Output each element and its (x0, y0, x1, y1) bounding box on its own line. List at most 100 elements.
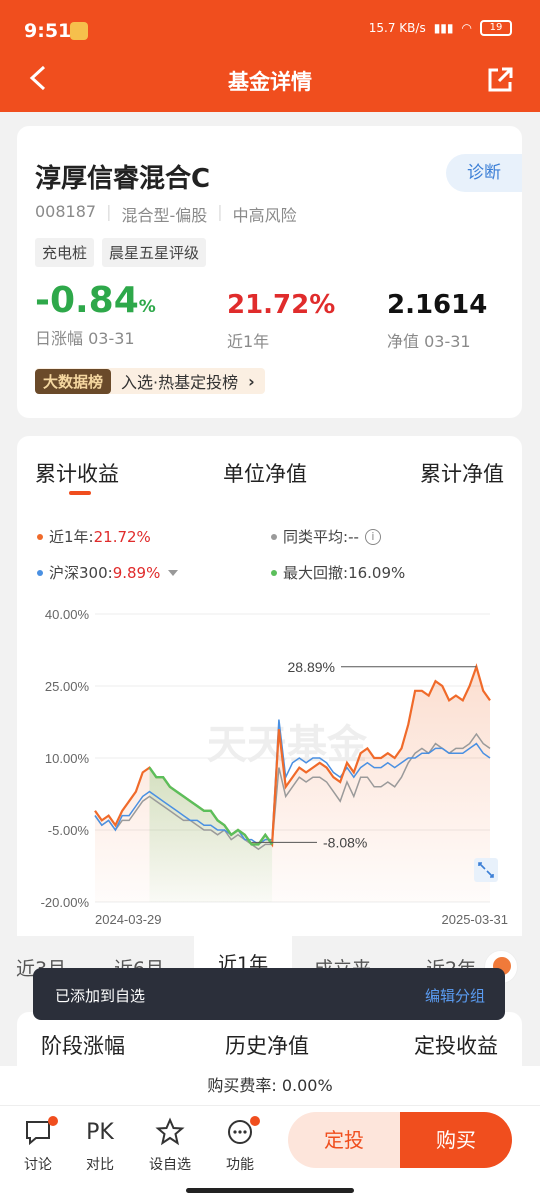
dingtou-button[interactable]: 定投 (288, 1112, 400, 1168)
year-return-stat: 21.72% 近1年 (227, 290, 335, 352)
daily-change-value: -0.84 (35, 280, 139, 321)
peer-line (94, 732, 491, 851)
tab-stage-gain[interactable]: 阶段涨幅 (41, 1034, 125, 1058)
bigdata-text: 入选·热基定投榜 (121, 373, 239, 392)
notification-dot (250, 1116, 260, 1126)
bigdata-badge: 大数据榜 (35, 368, 112, 394)
share-icon[interactable] (486, 66, 514, 94)
year-return-value: 21.72% (227, 290, 336, 320)
tab-unit-nav[interactable]: 单位净值 (223, 462, 307, 486)
fund-meta: 008187 | 混合型-偏股 | 中高风险 (35, 202, 297, 226)
divider: | (217, 202, 223, 221)
signal-icon: ▮▮▮ (433, 21, 454, 35)
drawdown-line (148, 766, 274, 846)
legend-fund-value: 21.72% (93, 527, 151, 546)
legend-peer: 同类平均: -- i (271, 526, 381, 547)
legend-index[interactable]: 沪深300: 9.89% (37, 562, 179, 583)
nav-label: 净值 03-31 (387, 332, 471, 351)
tag-rating[interactable]: 晨星五星评级 (102, 238, 207, 267)
legend-fund: 近1年: 21.72% (37, 526, 151, 547)
daily-change-unit: % (138, 297, 156, 317)
chat-icon (10, 1116, 66, 1148)
net-speed: 15.7 KB/s (368, 21, 426, 35)
drawdown-area (149, 767, 273, 902)
legend-drawdown-label: 最大回撤: (283, 564, 349, 582)
star-icon (142, 1116, 198, 1148)
pk-icon: PK (86, 1119, 114, 1145)
top-bar: 9:51 15.7 KB/s ▮▮▮ ◠ 19 基金详情 (0, 0, 540, 112)
tab-dingtou-return[interactable]: 定投收益 (414, 1034, 498, 1058)
legend-drawdown-value: 16.09% (348, 563, 406, 582)
x-tick-label: 2024-03-29 (95, 912, 162, 927)
discuss-label: 讨论 (24, 1157, 52, 1173)
status-time: 9:51 (24, 20, 72, 42)
function-button[interactable]: 功能 (212, 1116, 268, 1174)
return-chart[interactable]: 40.00% 25.00% 10.00% -5.00% -20.00% 2024-03-2… (17, 596, 522, 936)
page-title: 基金详情 (228, 70, 312, 94)
buy-button[interactable]: 购买 (400, 1112, 512, 1168)
info-icon[interactable]: i (364, 528, 381, 545)
legend-index-label: 沪深300: (49, 564, 113, 582)
max-annotation: 28.89% (288, 659, 335, 675)
drawdown-dot (271, 569, 277, 576)
compare-label: 对比 (86, 1157, 114, 1173)
chart-card: 累计收益 单位净值 累计净值 近1年: 21.72% 同类平均: -- i 沪深… (17, 436, 522, 936)
status-right: 15.7 KB/s ▮▮▮ ◠ 19 (369, 20, 512, 36)
legend-fund-label: 近1年: (49, 528, 94, 546)
index-line (94, 719, 491, 846)
daily-change-label: 日涨幅 03-31 (35, 329, 135, 348)
function-label: 功能 (226, 1157, 254, 1173)
divider: | (106, 202, 112, 221)
active-tab-indicator (69, 491, 91, 495)
year-return-label: 近1年 (227, 332, 270, 351)
daily-change-stat: -0.84% 日涨幅 03-31 (35, 280, 156, 349)
y-tick-label: 40.00% (45, 607, 90, 622)
min-annotation: -8.08% (323, 834, 367, 850)
fund-info-card: 淳厚信睿混合C 诊断 008187 | 混合型-偏股 | 中高风险 充电桩 晨星… (17, 126, 522, 418)
wifi-icon: ◠ (461, 21, 472, 35)
tab-history-nav[interactable]: 历史净值 (225, 1034, 309, 1058)
bottom-bar: 讨论 PK 对比 设自选 功能 定投 购买 (0, 1106, 540, 1200)
expand-icon[interactable] (474, 858, 498, 882)
y-tick-label: -5.00% (48, 823, 90, 838)
legend-drawdown: 最大回撤: 16.09% (271, 562, 405, 583)
diagnose-button[interactable]: 诊断 (446, 154, 522, 192)
more-icon (212, 1116, 268, 1148)
fund-name: 淳厚信睿混合C (35, 164, 211, 194)
fund-type: 混合型-偏股 (121, 206, 208, 225)
purchase-fee: 购买费率: 0.00% (0, 1066, 540, 1106)
legend-peer-value: -- (348, 527, 359, 546)
notification-dot (48, 1116, 58, 1126)
fund-risk: 中高风险 (232, 206, 297, 225)
chevron-right-icon: › (248, 371, 255, 391)
status-bar: 9:51 15.7 KB/s ▮▮▮ ◠ 19 (0, 16, 540, 48)
tab-cumulative-return[interactable]: 累计收益 (35, 462, 119, 486)
toast-message: 已添加到自选 (55, 987, 146, 1005)
chart-tabs: 累计收益 单位净值 累计净值 (17, 458, 522, 494)
edit-group-link[interactable]: 编辑分组 (424, 987, 485, 1005)
app-badge-icon (70, 22, 88, 40)
nav-stat: 2.1614 净值 03-31 (387, 290, 487, 352)
fund-tags: 充电桩 晨星五星评级 (35, 238, 207, 267)
home-indicator (186, 1188, 354, 1193)
fund-dot (37, 533, 43, 540)
x-tick-label: 2025-03-31 (442, 912, 509, 927)
index-dot (37, 569, 43, 576)
toast: 已添加到自选 编辑分组 (33, 968, 505, 1020)
discuss-button[interactable]: 讨论 (10, 1116, 66, 1174)
y-tick-label: 25.00% (45, 679, 90, 694)
section-tabs: 阶段涨幅 历史净值 定投收益 (17, 1012, 522, 1072)
add-favorite-button[interactable]: 设自选 (142, 1116, 198, 1174)
compare-button[interactable]: PK 对比 (72, 1116, 128, 1174)
tab-cumulative-nav[interactable]: 累计净值 (420, 462, 504, 486)
back-icon[interactable] (26, 64, 50, 92)
watermark: 天天基金 (207, 721, 368, 768)
y-tick-label: 10.00% (45, 751, 90, 766)
nav-value: 2.1614 (387, 290, 488, 320)
bigdata-banner[interactable]: 大数据榜 入选·热基定投榜 › (35, 368, 265, 394)
legend-index-value: 9.89% (112, 563, 161, 582)
tag-charging[interactable]: 充电桩 (35, 238, 95, 267)
fund-code: 008187 (35, 202, 97, 221)
y-tick-label: -20.00% (41, 895, 90, 910)
legend-peer-label: 同类平均: (283, 528, 349, 546)
